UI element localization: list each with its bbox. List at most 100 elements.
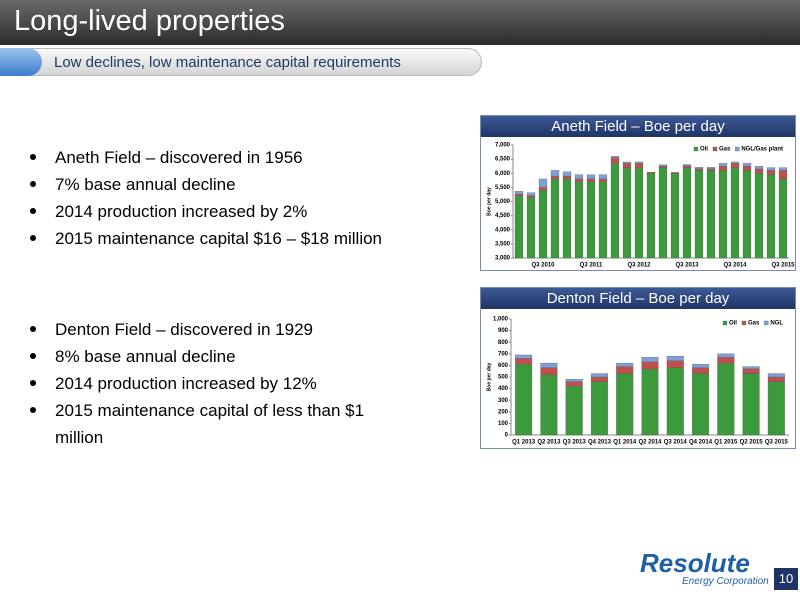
bar-segment [742,373,760,436]
bar-segment [742,368,760,374]
bar-segment [692,367,710,374]
bar-segment [778,170,788,180]
bar-segment [540,367,558,375]
bar-segment [574,181,584,259]
bar-segment [550,178,560,259]
bar-segment [586,174,596,180]
bullet: 7% base annual decline [30,171,450,198]
subtitle: Low declines, low maintenance capital re… [54,54,401,71]
logo: Resolute [640,548,750,578]
bar-segment [778,178,788,259]
bar-segment [610,156,620,158]
bullet: 2014 production increased by 2% [30,198,450,225]
bar-segment [658,166,668,168]
bar-segment [622,163,632,168]
bar-segment [742,170,752,259]
bar-segment [694,168,704,171]
y-axis-label: Boe per day [486,362,492,391]
bar-segment [754,166,764,170]
legend-swatch [722,320,728,326]
x-tick-label: Q3 2014 [664,440,688,446]
bar-segment [610,157,620,164]
y-tick-label: 4,500 [495,213,511,219]
header-bar: Long-lived properties [0,0,800,45]
subtitle-accent [0,48,42,76]
bar-segment [742,163,752,167]
bar-segment [717,353,735,358]
legend-swatch [741,320,747,326]
bar-segment [692,364,710,368]
bar-segment [562,175,572,180]
bar-segment [540,362,558,368]
bar-segment [590,381,608,436]
bar-segment [754,168,764,174]
legend-swatch [735,146,740,152]
bar-segment [646,173,656,259]
bar-segment [514,191,524,195]
bar-segment [538,190,548,259]
y-tick-label: 4,000 [495,227,511,233]
y-tick-label: 6,500 [495,157,511,163]
bar-segment [767,381,785,436]
bar-segment [718,170,728,259]
y-tick-label: 5,000 [495,199,511,205]
bar-segment [526,195,536,198]
y-tick-label: 5,500 [495,185,511,191]
chart-frame: Denton Field – Boe per day 0 100 200 300 400… [480,287,796,449]
bullet-list: Aneth Field – discovered in 1956 7% base… [30,144,450,252]
bar-segment [766,167,776,171]
bar-segment [562,171,572,177]
legend-swatch [693,146,699,152]
x-tick-label: Q3 2012 [627,263,651,269]
bar-segment [562,178,572,259]
bar-segment [766,170,776,175]
bar-segment [515,364,533,436]
bar-segment [526,197,536,259]
bar-segment [598,181,608,259]
bar-segment [718,163,728,167]
bar-segment [646,171,656,174]
bar-segment [598,174,608,180]
bar-segment [641,361,659,370]
bar-segment [574,178,584,182]
bar-segment [590,376,608,382]
bar-segment [706,168,716,171]
bar-segment [767,376,785,382]
bar-segment [515,354,533,359]
y-tick-label: 100 [498,421,509,427]
bar-segment [565,386,583,436]
bar-segment [565,381,583,387]
x-tick-label: Q3 2014 [723,263,747,269]
bar-segment [666,360,684,368]
y-tick-label: 3,500 [495,241,511,247]
legend-swatch [764,320,769,326]
chart-title: Denton Field – Boe per day [481,288,795,309]
bullet: Aneth Field – discovered in 1956 [30,144,450,171]
y-tick-label: 6,000 [495,171,511,177]
logo-subtitle: Energy Corporation [682,576,769,587]
bar-segment [706,170,716,259]
bar-segment [515,358,533,365]
bar-segment [616,366,634,374]
bar-segment [616,362,634,367]
legend-label: Gas [719,147,731,153]
bar-segment [641,368,659,436]
bar-segment [766,174,776,259]
x-tick-label: Q2 2014 [638,440,662,446]
x-tick-label: Q4 2013 [588,440,612,446]
bar-segment [538,178,548,188]
bar-segment [514,194,524,196]
bar-segment [706,167,716,169]
legend-label: Gas [748,321,760,327]
y-tick-label: 0 [505,433,509,439]
y-axis-label: Boe per day [486,187,492,216]
bar-segment [586,178,596,182]
bar-segment [730,163,740,168]
bar-segment [610,163,620,259]
x-tick-label: Q3 2010 [531,263,555,269]
bar-segment [694,167,704,169]
bar-segment [641,357,659,363]
bar-segment [622,167,632,259]
bar-segment [634,167,644,259]
y-tick-label: 300 [498,398,509,404]
